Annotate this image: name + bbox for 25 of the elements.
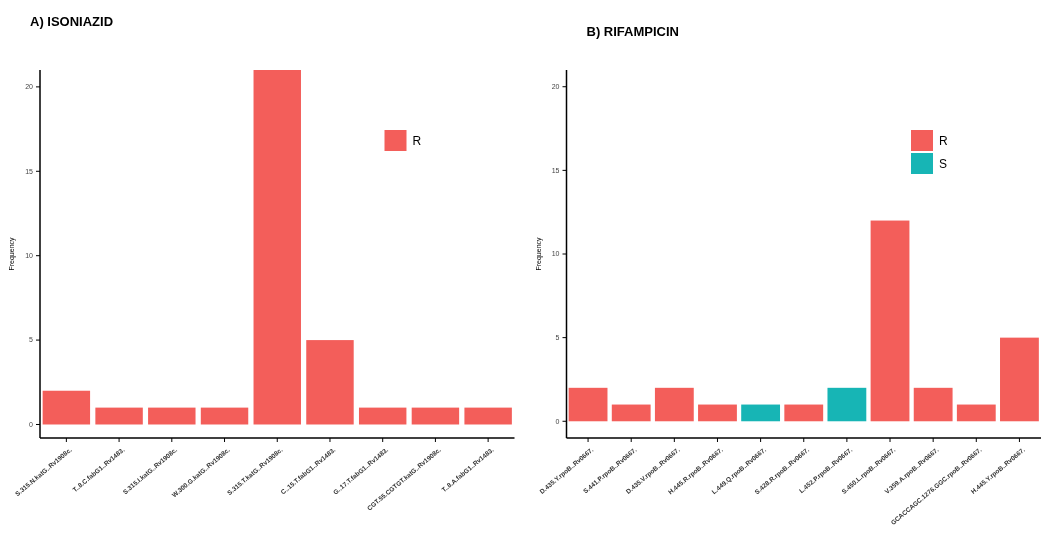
bar [464,407,512,425]
bar [358,407,407,425]
bar [411,407,460,425]
bar [956,404,996,422]
bar [42,390,91,425]
legend-label: S [939,157,948,172]
bar [913,387,953,422]
bar [306,340,354,425]
chart-title: A) ISONIAZID [30,14,114,29]
bar [654,387,694,422]
bar [827,387,867,422]
bar [568,387,608,422]
legend-label: R [412,134,422,149]
bar [200,407,249,425]
bar [95,407,143,425]
bar [698,404,737,422]
bar [741,404,781,422]
bar [253,70,301,425]
bar [784,404,824,422]
bar [1000,337,1039,422]
bar [148,407,196,425]
bar [870,220,910,422]
chart-title: B) RIFAMPICIN [586,24,679,39]
legend-label: R [939,134,948,149]
bar [611,404,651,422]
